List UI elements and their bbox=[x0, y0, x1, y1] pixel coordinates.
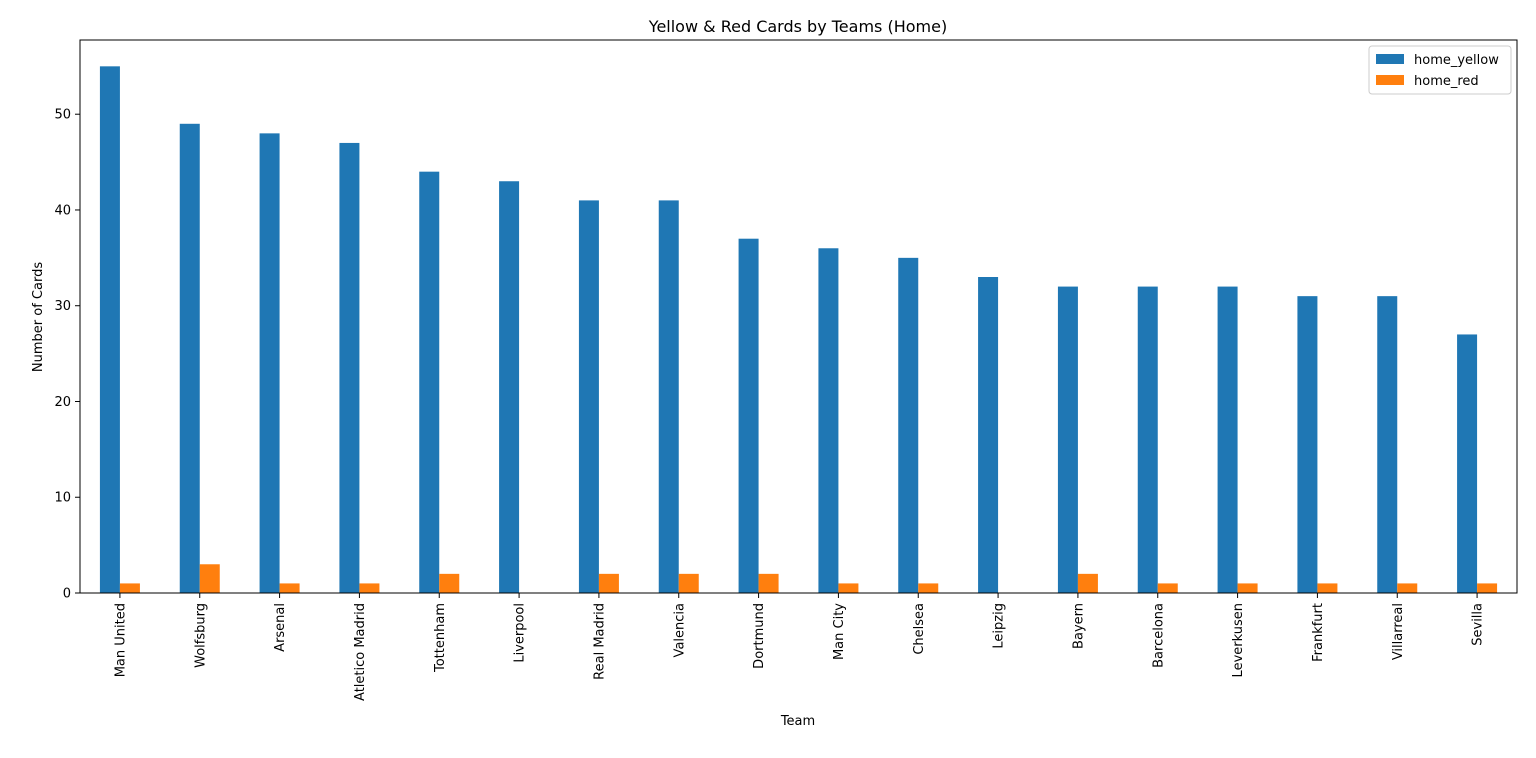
x-tick-label: Villarreal bbox=[1391, 603, 1406, 660]
bar-home-yellow-sevilla bbox=[1457, 334, 1478, 593]
bar-home-red-man-united bbox=[119, 583, 140, 593]
bar-home-yellow-leverkusen bbox=[1217, 286, 1238, 593]
x-tick-label: Valencia bbox=[672, 603, 687, 657]
plot-frame bbox=[79, 39, 1518, 594]
legend-label-home-yellow: home_yellow bbox=[1414, 53, 1499, 68]
bar-home-red-frankfurt bbox=[1317, 583, 1338, 593]
bar-home-red-real-madrid bbox=[598, 573, 619, 593]
bar-home-yellow-real-madrid bbox=[578, 200, 599, 593]
y-tick-label: 0 bbox=[63, 587, 71, 602]
legend-swatch-home-red bbox=[1376, 75, 1404, 85]
bar-home-yellow-leipzig bbox=[978, 277, 999, 593]
bar-home-red-tottenham bbox=[439, 573, 460, 593]
bar-home-yellow-dortmund bbox=[738, 238, 759, 593]
x-axis: Man United Wolfsburg Arsenal Atletico Madri… bbox=[113, 593, 1486, 701]
bar-home-red-arsenal bbox=[279, 583, 300, 593]
x-tick-label: Real Madrid bbox=[592, 603, 607, 680]
x-tick-label: Man United bbox=[113, 603, 128, 677]
bar-home-red-dortmund bbox=[758, 573, 779, 593]
bar-home-red-atletico-madrid bbox=[359, 583, 380, 593]
bar-home-red-barcelona bbox=[1157, 583, 1178, 593]
x-tick-label: Chelsea bbox=[912, 603, 927, 655]
bar-home-yellow-bayern bbox=[1057, 286, 1078, 593]
bar-home-yellow-frankfurt bbox=[1297, 296, 1318, 593]
bars-layer bbox=[99, 66, 1498, 594]
legend-swatch-home-yellow bbox=[1376, 54, 1404, 64]
bar-home-yellow-valencia bbox=[658, 200, 679, 593]
bar-home-yellow-chelsea bbox=[898, 257, 919, 593]
bar-home-yellow-arsenal bbox=[259, 133, 280, 594]
bar-home-red-villarreal bbox=[1397, 583, 1418, 593]
y-tick-label: 40 bbox=[54, 203, 71, 218]
x-tick-label: Dortmund bbox=[752, 603, 767, 669]
bar-home-red-wolfsburg bbox=[199, 564, 220, 593]
y-tick-label: 50 bbox=[54, 108, 71, 123]
bar-home-yellow-liverpool bbox=[499, 181, 520, 594]
x-tick-label: Man City bbox=[832, 603, 847, 660]
x-tick-label: Leipzig bbox=[992, 603, 1007, 649]
x-tick-label: Arsenal bbox=[273, 603, 288, 652]
y-axis: 0 10 20 30 40 50 bbox=[54, 108, 80, 602]
bar-home-yellow-tottenham bbox=[419, 171, 440, 594]
bar-home-red-sevilla bbox=[1477, 583, 1498, 593]
x-tick-label: Tottenham bbox=[433, 603, 448, 673]
chart-title: Yellow & Red Cards by Teams (Home) bbox=[648, 17, 947, 36]
x-tick-label: Barcelona bbox=[1151, 603, 1166, 668]
bar-home-red-valencia bbox=[678, 573, 699, 593]
x-tick-label: Sevilla bbox=[1471, 603, 1486, 646]
bar-home-red-man-city bbox=[838, 583, 859, 593]
x-tick-label: Liverpool bbox=[513, 603, 528, 663]
y-tick-label: 30 bbox=[54, 299, 71, 314]
y-tick-label: 20 bbox=[54, 395, 71, 410]
legend-label-home-red: home_red bbox=[1414, 74, 1479, 89]
bar-home-yellow-wolfsburg bbox=[179, 123, 200, 593]
x-axis-label: Team bbox=[780, 714, 815, 729]
legend-frame bbox=[1368, 45, 1512, 95]
x-tick-label: Atletico Madrid bbox=[353, 603, 368, 701]
bar-home-red-chelsea bbox=[918, 583, 939, 593]
bar-home-red-bayern bbox=[1077, 573, 1098, 593]
x-tick-label: Frankfurt bbox=[1311, 603, 1326, 662]
legend: home_yellow home_red bbox=[1368, 45, 1512, 95]
bar-home-yellow-villarreal bbox=[1377, 296, 1398, 593]
bar-home-yellow-man-city bbox=[818, 248, 839, 593]
bar-home-red-leverkusen bbox=[1237, 583, 1258, 593]
x-tick-label: Bayern bbox=[1071, 603, 1086, 649]
bar-home-yellow-atletico-madrid bbox=[339, 142, 360, 593]
bar-home-yellow-man-united bbox=[99, 66, 120, 593]
y-tick-label: 10 bbox=[54, 491, 71, 506]
x-tick-label: Wolfsburg bbox=[193, 603, 208, 668]
x-tick-label: Leverkusen bbox=[1231, 603, 1246, 677]
bar-home-yellow-barcelona bbox=[1137, 286, 1158, 593]
y-axis-label: Number of Cards bbox=[31, 262, 46, 372]
